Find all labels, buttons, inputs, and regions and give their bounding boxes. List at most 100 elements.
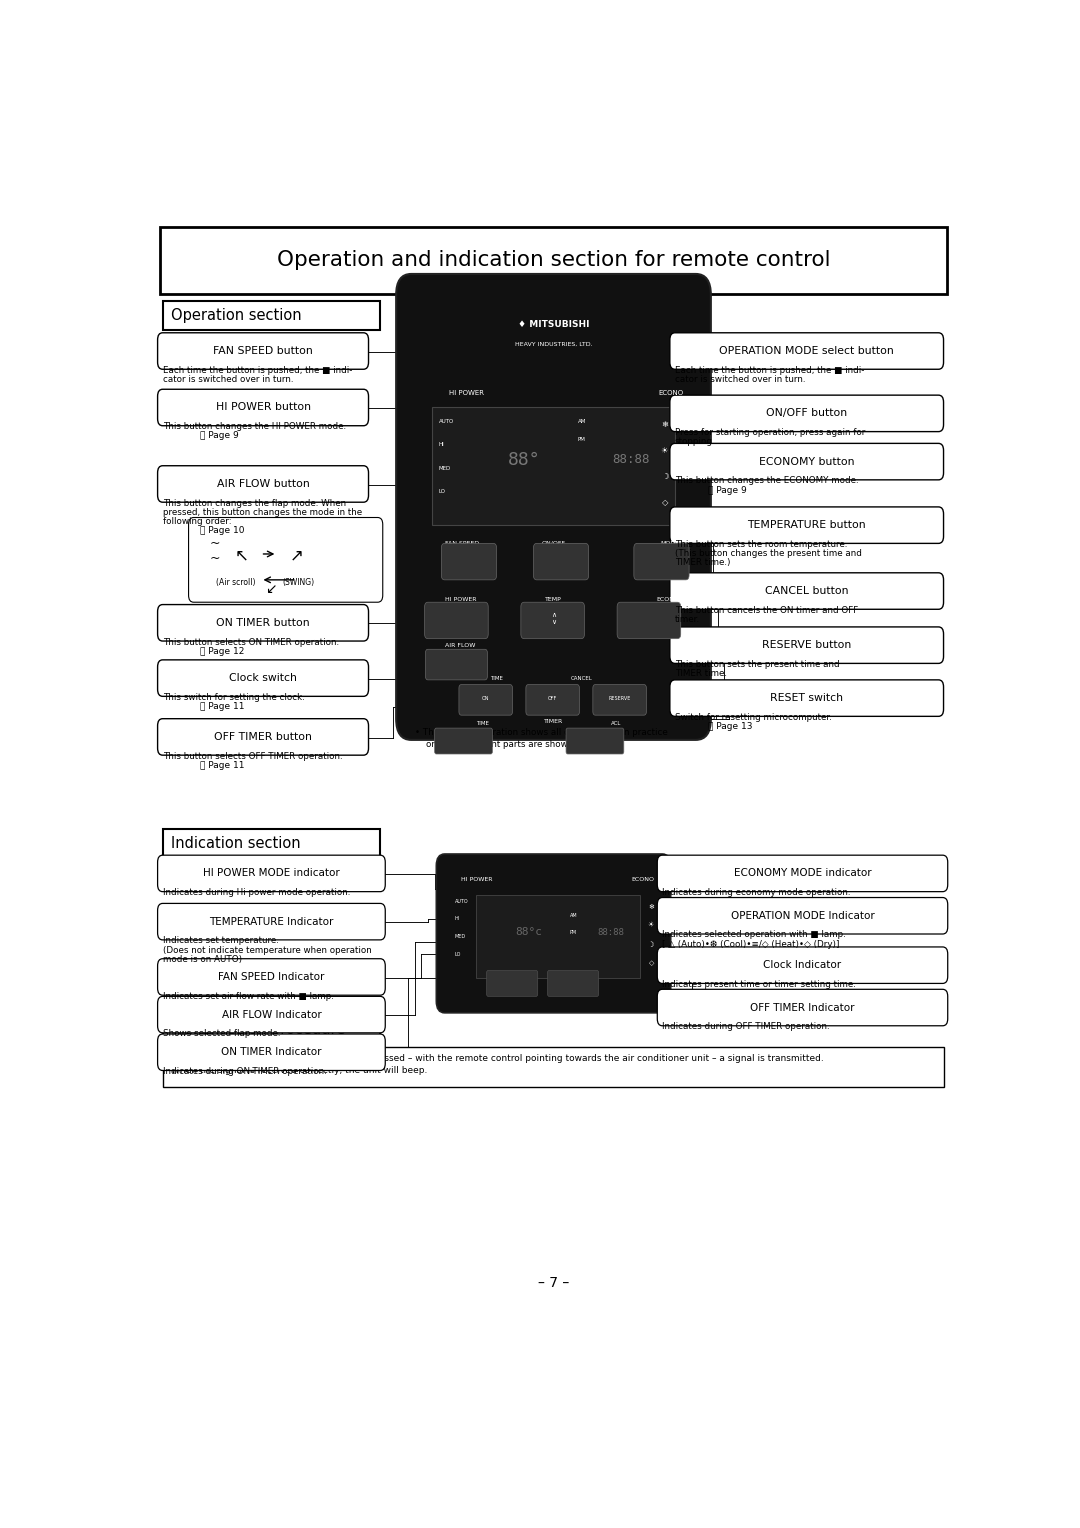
Text: 👉 Page 10: 👉 Page 10 xyxy=(200,526,245,535)
Text: HI POWER button: HI POWER button xyxy=(216,402,311,413)
Text: • The above illustration shows all controls, but in practice: • The above illustration shows all contr… xyxy=(416,729,669,736)
Text: CANCEL: CANCEL xyxy=(571,677,593,681)
Text: 👉 Page 12: 👉 Page 12 xyxy=(200,646,245,656)
FancyBboxPatch shape xyxy=(158,903,386,940)
Text: ON/OFF: ON/OFF xyxy=(541,541,566,545)
Text: Press for starting operation, press again for: Press for starting operation, press agai… xyxy=(675,428,865,437)
Text: Operation and indication section for remote control: Operation and indication section for rem… xyxy=(276,251,831,270)
Text: ↖: ↖ xyxy=(234,545,248,564)
Text: 👉 Page 13: 👉 Page 13 xyxy=(708,723,753,730)
Text: Each time the button is pushed, the ■ indi-: Each time the button is pushed, the ■ in… xyxy=(675,365,864,374)
Text: This button sets the present time and: This button sets the present time and xyxy=(675,660,839,669)
Text: (Does not indicate temperature when operation: (Does not indicate temperature when oper… xyxy=(163,946,372,955)
Text: ◇: ◇ xyxy=(662,498,669,507)
FancyBboxPatch shape xyxy=(442,544,497,579)
Text: following order:: following order: xyxy=(163,516,231,526)
FancyBboxPatch shape xyxy=(434,729,492,753)
Text: TIMER: TIMER xyxy=(544,718,563,724)
Text: Indicates selected operation with ■ lamp.: Indicates selected operation with ■ lamp… xyxy=(662,931,846,940)
FancyBboxPatch shape xyxy=(658,897,948,934)
FancyBboxPatch shape xyxy=(163,1015,380,1045)
Text: 👉 Page 9: 👉 Page 9 xyxy=(708,486,747,495)
FancyBboxPatch shape xyxy=(658,989,948,1025)
Text: AM: AM xyxy=(569,914,577,918)
Text: This button cancels the ON timer and OFF: This button cancels the ON timer and OFF xyxy=(675,605,859,614)
Text: OFF: OFF xyxy=(575,978,585,983)
Text: [ △ (Auto)•❆ (Cool)•≡/◇ (Heat)•◇ (Dry)]: [ △ (Auto)•❆ (Cool)•≡/◇ (Heat)•◇ (Dry)] xyxy=(662,940,840,949)
Text: cator is switched over in turn.: cator is switched over in turn. xyxy=(675,374,806,384)
FancyBboxPatch shape xyxy=(670,680,944,717)
Text: Indicates during ON-TIMER operation.: Indicates during ON-TIMER operation. xyxy=(163,1067,326,1076)
FancyBboxPatch shape xyxy=(189,518,382,602)
FancyBboxPatch shape xyxy=(432,406,675,524)
Text: (SWING): (SWING) xyxy=(282,578,314,587)
Text: 👉 Page 9: 👉 Page 9 xyxy=(200,431,239,440)
FancyBboxPatch shape xyxy=(160,226,947,293)
FancyBboxPatch shape xyxy=(158,390,368,426)
FancyBboxPatch shape xyxy=(158,466,368,503)
FancyBboxPatch shape xyxy=(534,544,589,579)
Text: AUTO: AUTO xyxy=(455,898,469,903)
FancyBboxPatch shape xyxy=(566,729,624,753)
Text: Indicates set air flow rate with ■ lamp.: Indicates set air flow rate with ■ lamp. xyxy=(163,992,334,1001)
FancyBboxPatch shape xyxy=(158,660,368,697)
Text: ON TIMER Indicator: ON TIMER Indicator xyxy=(221,1047,322,1057)
Text: ECONO: ECONO xyxy=(658,390,684,396)
Text: TEMPERATURE Indicator: TEMPERATURE Indicator xyxy=(210,917,334,926)
Text: ON TIMER button: ON TIMER button xyxy=(216,617,310,628)
Text: 88:88: 88:88 xyxy=(597,927,624,937)
Text: (Air scroll): (Air scroll) xyxy=(216,578,255,587)
Text: HI POWER: HI POWER xyxy=(461,877,492,882)
FancyBboxPatch shape xyxy=(486,970,538,996)
FancyBboxPatch shape xyxy=(670,573,944,610)
Text: HEAVY INDUSTRIES, LTD.: HEAVY INDUSTRIES, LTD. xyxy=(515,342,592,347)
Text: FAN SPEED button: FAN SPEED button xyxy=(213,345,313,356)
Text: ❄: ❄ xyxy=(661,420,669,429)
Text: ☀: ☀ xyxy=(661,446,669,455)
Text: 88°: 88° xyxy=(508,451,541,469)
FancyBboxPatch shape xyxy=(548,970,598,996)
FancyBboxPatch shape xyxy=(634,544,689,579)
FancyBboxPatch shape xyxy=(526,685,580,715)
Text: Clock switch: Clock switch xyxy=(229,674,297,683)
Text: When each button on the remote control is pressed – with the remote control poin: When each button on the remote control i… xyxy=(171,1054,824,1063)
Text: LO: LO xyxy=(455,952,461,957)
Text: Indicates during economy mode operation.: Indicates during economy mode operation. xyxy=(662,888,851,897)
Text: This button selects OFF TIMER operation.: This button selects OFF TIMER operation. xyxy=(163,752,342,761)
FancyBboxPatch shape xyxy=(158,1034,386,1071)
Text: This button sets the room temperature.: This button sets the room temperature. xyxy=(675,539,847,549)
FancyBboxPatch shape xyxy=(670,507,944,544)
Text: PM: PM xyxy=(569,929,577,935)
FancyBboxPatch shape xyxy=(670,626,944,663)
FancyBboxPatch shape xyxy=(617,602,680,639)
Text: AUTO: AUTO xyxy=(438,419,454,423)
Text: MODE: MODE xyxy=(660,541,679,545)
Text: RESERVE: RESERVE xyxy=(608,697,631,701)
Text: AIR FLOW Indicator: AIR FLOW Indicator xyxy=(221,1010,322,1019)
Text: This button changes the flap mode. When: This button changes the flap mode. When xyxy=(163,498,346,507)
Text: This button changes the ECONOMY mode.: This button changes the ECONOMY mode. xyxy=(675,477,859,486)
FancyBboxPatch shape xyxy=(459,685,513,715)
Text: Indication section: Indication section xyxy=(171,836,300,851)
Text: 88°c: 88°c xyxy=(515,927,542,937)
Text: pressed, this button changes the mode in the: pressed, this button changes the mode in… xyxy=(163,507,362,516)
Text: ON/OFF button: ON/OFF button xyxy=(766,408,847,419)
Text: 👉 Page 11: 👉 Page 11 xyxy=(200,701,245,711)
FancyBboxPatch shape xyxy=(670,443,944,480)
FancyBboxPatch shape xyxy=(158,605,368,642)
Text: ECONO: ECONO xyxy=(656,597,679,602)
Text: OFF TIMER button: OFF TIMER button xyxy=(214,732,312,743)
Text: ECONOMY MODE indicator: ECONOMY MODE indicator xyxy=(733,868,872,879)
Text: ↗: ↗ xyxy=(289,545,303,564)
FancyBboxPatch shape xyxy=(163,1047,944,1086)
FancyBboxPatch shape xyxy=(658,947,948,984)
Text: This button changes the HI POWER mode.: This button changes the HI POWER mode. xyxy=(163,422,346,431)
Text: TIMER time.: TIMER time. xyxy=(675,669,727,678)
FancyBboxPatch shape xyxy=(658,856,948,892)
Text: ☀: ☀ xyxy=(648,923,653,929)
Text: Indicates present time or timer setting time.: Indicates present time or timer setting … xyxy=(662,979,856,989)
FancyBboxPatch shape xyxy=(670,396,944,431)
Text: ECONO: ECONO xyxy=(631,877,653,882)
Text: ~
~: ~ ~ xyxy=(210,536,219,564)
Text: TEMPERATURE button: TEMPERATURE button xyxy=(747,520,866,530)
